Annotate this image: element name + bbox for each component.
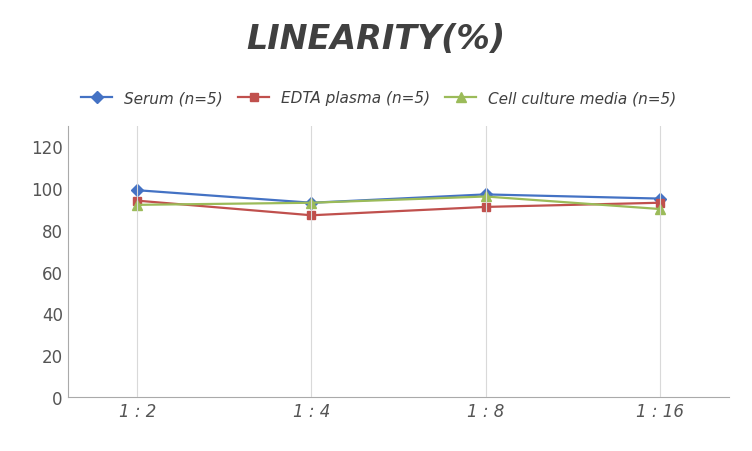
Cell culture media (n=5) [133,202,142,208]
Serum (n=5) [655,197,664,202]
EDTA plasma (n=5) [655,201,664,206]
Cell culture media (n=5) [307,201,316,206]
Serum (n=5) [481,192,490,198]
Cell culture media (n=5) [481,194,490,200]
Cell culture media (n=5) [655,207,664,212]
Legend: Serum (n=5), EDTA plasma (n=5), Cell culture media (n=5): Serum (n=5), EDTA plasma (n=5), Cell cul… [75,85,683,112]
Text: LINEARITY(%): LINEARITY(%) [247,23,505,55]
Line: Serum (n=5): Serum (n=5) [133,187,664,207]
EDTA plasma (n=5) [133,198,142,204]
Line: Cell culture media (n=5): Cell culture media (n=5) [132,192,665,214]
Serum (n=5) [133,188,142,193]
EDTA plasma (n=5) [481,205,490,210]
EDTA plasma (n=5) [307,213,316,218]
Line: EDTA plasma (n=5): EDTA plasma (n=5) [133,197,664,220]
Serum (n=5) [307,201,316,206]
